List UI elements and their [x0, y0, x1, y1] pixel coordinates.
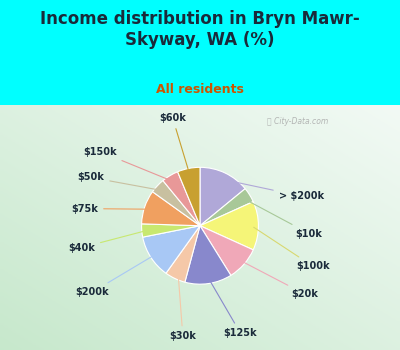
Text: $10k: $10k [246, 200, 322, 239]
Text: $40k: $40k [68, 231, 146, 253]
Text: $50k: $50k [78, 173, 160, 190]
Wedge shape [200, 202, 258, 250]
Text: ⓘ City-Data.com: ⓘ City-Data.com [267, 117, 328, 126]
Text: $75k: $75k [71, 204, 148, 214]
Wedge shape [142, 224, 200, 237]
Text: All residents: All residents [156, 83, 244, 96]
Text: $60k: $60k [159, 113, 189, 173]
Wedge shape [152, 181, 200, 226]
Wedge shape [200, 226, 253, 275]
Wedge shape [178, 167, 200, 226]
Text: $20k: $20k [241, 261, 319, 299]
Wedge shape [185, 226, 231, 284]
Text: $150k: $150k [84, 147, 171, 181]
Text: $200k: $200k [76, 255, 154, 297]
Text: Income distribution in Bryn Mawr-
Skyway, WA (%): Income distribution in Bryn Mawr- Skyway… [40, 10, 360, 49]
Wedge shape [143, 226, 200, 273]
Wedge shape [163, 172, 200, 226]
Text: $30k: $30k [170, 275, 196, 341]
Wedge shape [200, 167, 245, 226]
Wedge shape [166, 226, 200, 282]
Text: $125k: $125k [209, 279, 257, 338]
Text: > $200k: > $200k [225, 180, 324, 201]
Wedge shape [142, 192, 200, 226]
Text: $100k: $100k [254, 227, 330, 271]
Wedge shape [200, 189, 253, 226]
